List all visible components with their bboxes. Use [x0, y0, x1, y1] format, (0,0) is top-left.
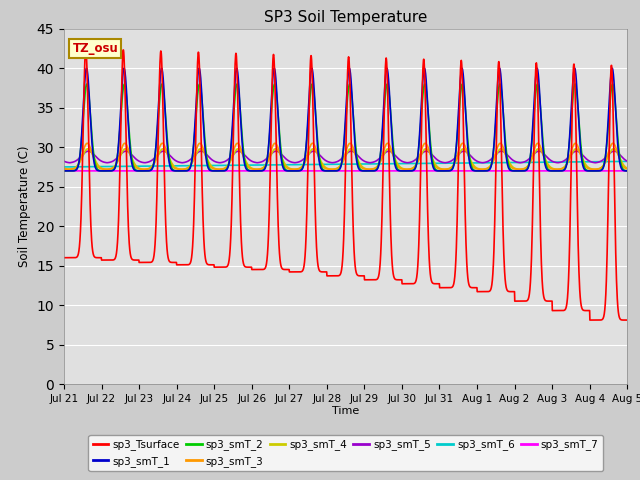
sp3_smT_7 — [60, 168, 68, 174]
sp3_smT_3 — [574, 144, 582, 149]
sp3_smT_5 — [385, 148, 392, 154]
Line: sp3_smT_5: sp3_smT_5 — [64, 151, 627, 163]
sp3_smT_2 — [574, 103, 582, 109]
sp3_smT_7 — [374, 168, 382, 174]
sp3_smT_3 — [60, 166, 68, 172]
sp3_smT_3 — [510, 166, 518, 171]
sp3_smT_6 — [623, 158, 631, 164]
sp3_smT_4 — [375, 162, 383, 168]
sp3_smT_3 — [375, 162, 383, 168]
sp3_smT_7 — [509, 168, 517, 174]
sp3_smT_5 — [374, 157, 382, 163]
sp3_smT_2 — [217, 168, 225, 174]
sp3_smT_6 — [60, 164, 68, 170]
sp3_smT_6 — [589, 159, 597, 165]
sp3_smT_4 — [141, 167, 148, 172]
sp3_smT_3 — [215, 167, 223, 172]
sp3_smT_3 — [362, 166, 370, 172]
sp3_smT_2 — [60, 168, 68, 174]
sp3_smT_2 — [589, 168, 597, 174]
sp3_smT_2 — [534, 81, 541, 87]
sp3_smT_5 — [362, 159, 370, 165]
Line: sp3_smT_3: sp3_smT_3 — [64, 143, 627, 169]
sp3_smT_2 — [509, 168, 517, 174]
sp3_smT_5 — [217, 160, 225, 166]
sp3_smT_1 — [217, 168, 225, 174]
sp3_smT_7 — [217, 168, 225, 174]
sp3_smT_1 — [574, 104, 582, 109]
sp3_Tsurface — [589, 317, 596, 323]
X-axis label: Time: Time — [332, 407, 359, 417]
sp3_smT_4 — [60, 165, 68, 171]
sp3_smT_2 — [623, 168, 631, 174]
Line: sp3_Tsurface: sp3_Tsurface — [64, 49, 627, 320]
sp3_Tsurface — [60, 255, 68, 261]
sp3_smT_3 — [589, 167, 597, 172]
sp3_smT_5 — [60, 158, 68, 164]
Line: sp3_smT_2: sp3_smT_2 — [64, 84, 627, 171]
sp3_smT_6 — [374, 161, 382, 167]
sp3_smT_1 — [289, 168, 297, 174]
sp3_smT_5 — [510, 158, 518, 164]
sp3_Tsurface — [574, 219, 582, 225]
sp3_smT_1 — [510, 168, 518, 174]
sp3_smT_1 — [375, 163, 383, 169]
sp3_smT_3 — [218, 166, 225, 172]
sp3_smT_5 — [623, 158, 631, 164]
Line: sp3_smT_1: sp3_smT_1 — [64, 68, 627, 171]
sp3_smT_2 — [362, 168, 370, 174]
Title: SP3 Soil Temperature: SP3 Soil Temperature — [264, 10, 428, 25]
sp3_smT_6 — [573, 159, 581, 165]
sp3_smT_7 — [623, 168, 631, 174]
sp3_smT_6 — [362, 161, 370, 167]
sp3_smT_3 — [234, 140, 241, 146]
sp3_smT_3 — [623, 166, 631, 172]
sp3_smT_4 — [159, 146, 167, 152]
sp3_Tsurface — [623, 317, 631, 323]
sp3_smT_2 — [374, 164, 382, 169]
sp3_smT_2 — [515, 168, 522, 174]
sp3_smT_4 — [589, 166, 597, 172]
sp3_smT_6 — [217, 163, 225, 168]
sp3_Tsurface — [362, 277, 370, 283]
Legend: sp3_Tsurface, sp3_smT_1, sp3_smT_2, sp3_smT_3, sp3_smT_4, sp3_smT_5, sp3_smT_6, : sp3_Tsurface, sp3_smT_1, sp3_smT_2, sp3_… — [88, 435, 603, 471]
sp3_smT_1 — [362, 168, 370, 174]
sp3_smT_5 — [589, 160, 597, 166]
sp3_smT_1 — [623, 168, 631, 174]
sp3_smT_7 — [589, 168, 597, 174]
sp3_smT_4 — [574, 147, 582, 153]
Y-axis label: Soil Temperature (C): Soil Temperature (C) — [18, 145, 31, 267]
sp3_Tsurface — [589, 317, 597, 323]
sp3_smT_5 — [404, 160, 412, 166]
sp3_Tsurface — [82, 46, 90, 52]
sp3_Tsurface — [509, 289, 517, 295]
sp3_smT_4 — [510, 165, 518, 170]
sp3_smT_1 — [589, 168, 597, 174]
sp3_smT_1 — [271, 65, 278, 71]
sp3_Tsurface — [218, 264, 225, 270]
sp3_smT_5 — [574, 148, 582, 154]
Line: sp3_smT_4: sp3_smT_4 — [64, 149, 627, 169]
sp3_smT_7 — [573, 168, 581, 174]
sp3_smT_6 — [509, 160, 517, 166]
sp3_smT_4 — [623, 165, 631, 171]
sp3_smT_4 — [218, 166, 225, 172]
sp3_smT_7 — [362, 168, 370, 174]
Line: sp3_smT_6: sp3_smT_6 — [64, 161, 627, 167]
Text: TZ_osu: TZ_osu — [72, 42, 118, 55]
sp3_smT_4 — [362, 166, 370, 172]
sp3_smT_1 — [60, 168, 68, 174]
sp3_Tsurface — [374, 274, 382, 280]
